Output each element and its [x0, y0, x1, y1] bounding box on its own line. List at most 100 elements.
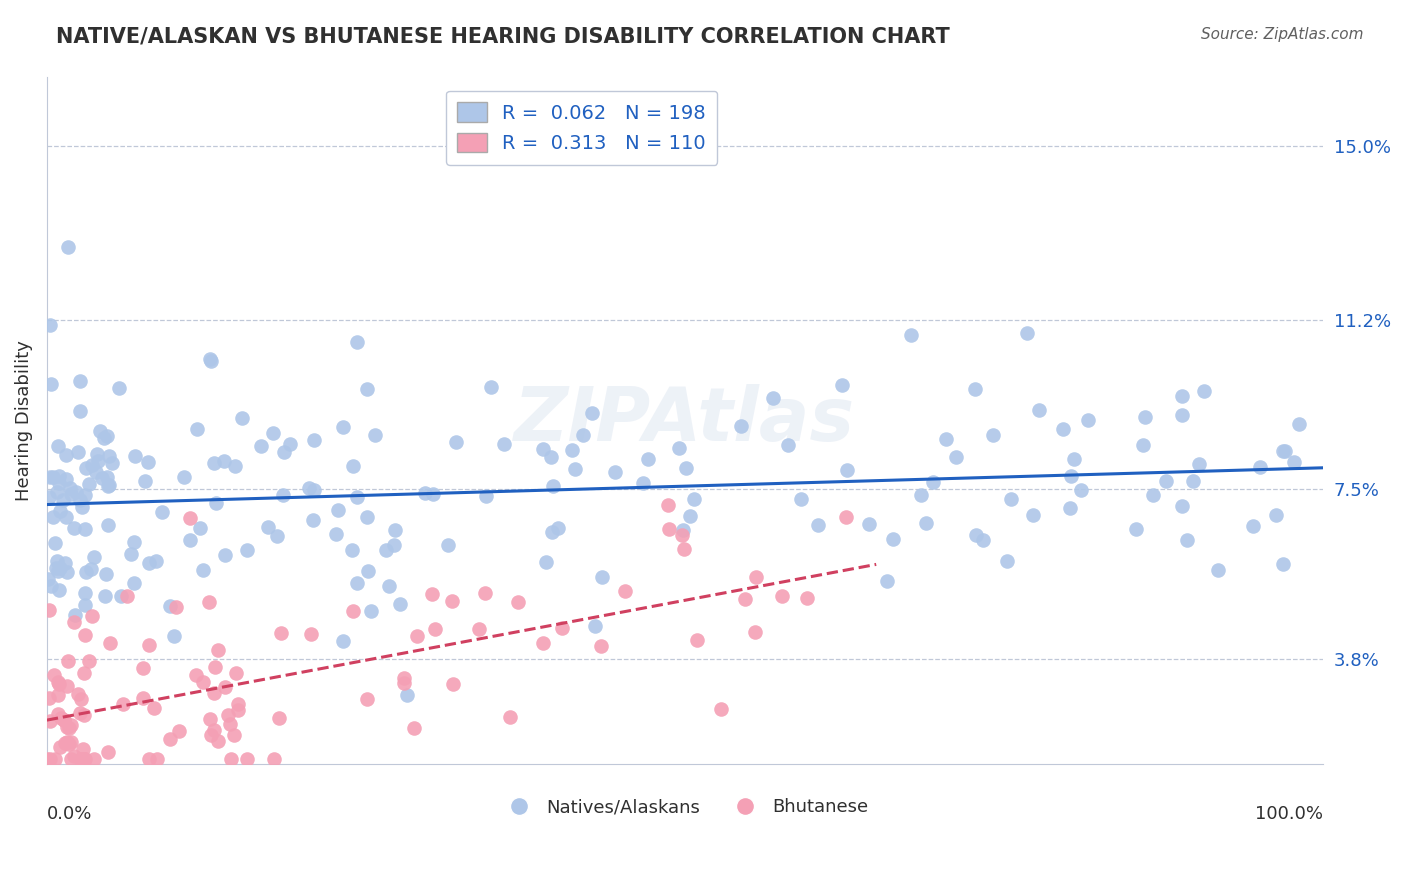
- Point: [790, 491, 813, 506]
- Point: [207, 733, 229, 747]
- Point: [73, 752, 96, 766]
- Point: [150, 505, 173, 519]
- Point: [444, 434, 467, 449]
- Point: [73, 522, 96, 536]
- Point: [770, 589, 793, 603]
- Point: [882, 532, 904, 546]
- Legend: Natives/Alaskans, Bhutanese: Natives/Alaskans, Bhutanese: [494, 791, 876, 823]
- Point: [73, 708, 96, 723]
- Point: [231, 411, 253, 425]
- Point: [1125, 522, 1147, 536]
- Point: [69, 706, 91, 720]
- Point: [44, 535, 66, 549]
- Point: [42, 668, 65, 682]
- Point: [384, 523, 406, 537]
- Point: [858, 516, 880, 531]
- Point: [298, 481, 321, 495]
- Point: [75, 585, 97, 599]
- Point: [1264, 508, 1286, 522]
- Point: [179, 533, 201, 548]
- Point: [124, 449, 146, 463]
- Point: [138, 752, 160, 766]
- Point: [83, 550, 105, 565]
- Point: [340, 542, 363, 557]
- Point: [837, 463, 859, 477]
- Point: [935, 432, 957, 446]
- Point: [981, 428, 1004, 442]
- Point: [236, 752, 259, 766]
- Point: [710, 701, 733, 715]
- Point: [1154, 474, 1177, 488]
- Point: [73, 752, 96, 766]
- Point: [346, 335, 368, 350]
- Point: [734, 592, 756, 607]
- Point: [49, 561, 72, 575]
- Point: [59, 752, 82, 766]
- Point: [59, 718, 82, 732]
- Point: [499, 710, 522, 724]
- Point: [49, 739, 72, 754]
- Point: [198, 712, 221, 726]
- Point: [441, 677, 464, 691]
- Point: [1015, 326, 1038, 341]
- Point: [1052, 422, 1074, 436]
- Point: [163, 629, 186, 643]
- Point: [70, 752, 93, 766]
- Point: [218, 717, 240, 731]
- Point: [70, 692, 93, 706]
- Point: [56, 720, 79, 734]
- Point: [38, 318, 60, 333]
- Point: [69, 493, 91, 508]
- Point: [112, 698, 135, 712]
- Point: [1288, 417, 1310, 432]
- Point: [205, 496, 228, 510]
- Point: [124, 535, 146, 549]
- Point: [1206, 563, 1229, 577]
- Point: [637, 451, 659, 466]
- Point: [831, 377, 853, 392]
- Point: [46, 688, 69, 702]
- Point: [226, 702, 249, 716]
- Point: [37, 572, 59, 586]
- Point: [53, 714, 76, 728]
- Point: [657, 498, 679, 512]
- Point: [796, 591, 818, 606]
- Point: [356, 510, 378, 524]
- Point: [963, 382, 986, 396]
- Point: [191, 563, 214, 577]
- Point: [37, 752, 59, 766]
- Point: [744, 570, 766, 584]
- Point: [87, 454, 110, 468]
- Point: [266, 529, 288, 543]
- Point: [38, 752, 60, 766]
- Point: [1133, 409, 1156, 424]
- Point: [38, 491, 60, 505]
- Point: [332, 419, 354, 434]
- Point: [225, 666, 247, 681]
- Point: [75, 460, 97, 475]
- Point: [425, 622, 447, 636]
- Point: [342, 604, 364, 618]
- Point: [1249, 460, 1271, 475]
- Point: [360, 604, 382, 618]
- Point: [672, 523, 695, 537]
- Point: [375, 543, 398, 558]
- Point: [325, 527, 347, 541]
- Point: [202, 723, 225, 738]
- Point: [1171, 408, 1194, 422]
- Point: [62, 748, 84, 763]
- Point: [191, 674, 214, 689]
- Point: [59, 487, 82, 501]
- Point: [346, 576, 368, 591]
- Point: [186, 422, 208, 436]
- Point: [120, 547, 142, 561]
- Point: [226, 697, 249, 711]
- Point: [302, 433, 325, 447]
- Point: [1188, 457, 1211, 471]
- Point: [48, 677, 70, 691]
- Point: [224, 459, 246, 474]
- Point: [222, 728, 245, 742]
- Point: [910, 488, 932, 502]
- Point: [356, 382, 378, 396]
- Text: NATIVE/ALASKAN VS BHUTANESE HEARING DISABILITY CORRELATION CHART: NATIVE/ALASKAN VS BHUTANESE HEARING DISA…: [56, 27, 950, 46]
